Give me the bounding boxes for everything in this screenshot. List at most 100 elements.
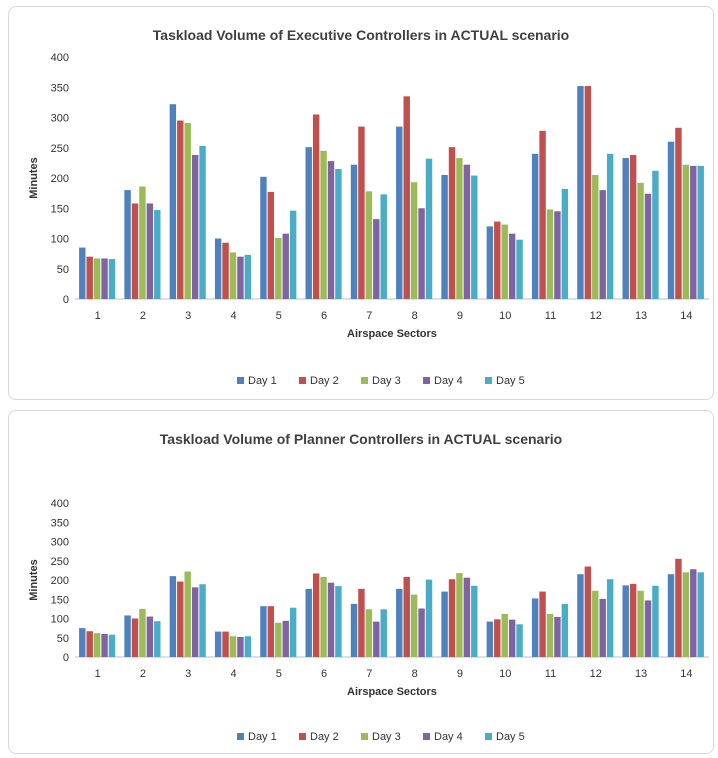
bar [108,259,116,299]
bar [418,608,425,657]
bar [425,158,433,299]
legend-label: Day 1 [248,375,277,387]
x-tick-label: 13 [635,310,647,322]
bar [327,582,335,657]
bar [214,631,222,657]
bar [222,242,229,299]
bar [275,237,282,299]
legend-label: Day 2 [310,375,339,387]
bar [199,145,206,299]
bar [289,210,297,299]
bar [592,590,599,657]
bar [471,585,478,657]
bar [86,256,93,299]
x-tick-label: 7 [366,668,372,680]
bar [184,122,191,299]
bar [494,221,501,299]
bar [531,598,539,657]
y-axis-title: Minutes [28,157,40,199]
legend-label: Day 4 [434,375,463,387]
y-tick-label: 350 [51,517,69,529]
y-tick-label: 400 [51,52,69,64]
x-tick-label: 6 [321,310,327,322]
bar [237,256,244,299]
bar [335,168,342,299]
y-tick-label: 100 [51,614,69,626]
x-tick-label: 13 [635,668,647,680]
bar [380,609,387,657]
legend-label: Day 3 [372,375,401,387]
x-tick-label: 1 [95,310,101,322]
bar [260,606,267,657]
bar [79,628,86,657]
bar [146,203,154,299]
bar [418,208,425,299]
bar [365,609,373,657]
bar [350,603,358,657]
x-tick-label: 7 [366,310,372,322]
bar [260,176,267,299]
bar [425,579,433,657]
bar [131,618,139,657]
bar [327,161,335,299]
bar [396,126,403,299]
bar [169,576,177,657]
bar [516,624,523,657]
bar [637,590,644,657]
bar [267,606,275,657]
bar [697,165,704,299]
bar [644,193,652,299]
y-tick-label: 400 [51,498,69,510]
bar [441,174,448,299]
bar [282,233,289,299]
legend-swatch [237,733,244,740]
y-tick-label: 250 [51,143,69,155]
bar [312,114,320,299]
bar [629,583,637,657]
bar [267,191,275,299]
bar [546,209,554,299]
planner-chart-panel: Taskload Volume of Planner Controllers i… [8,410,714,754]
legend-label: Day 4 [434,731,463,743]
y-tick-label: 50 [57,633,69,645]
bar [606,153,614,299]
x-tick-label: 2 [140,668,146,680]
bar [124,190,131,299]
bar [229,636,237,657]
bar [350,164,358,299]
executive-chart-panel: Taskload Volume of Executive Controllers… [8,6,714,400]
x-tick-label: 11 [545,668,556,680]
y-tick-label: 250 [51,556,69,568]
bar [486,226,494,299]
x-tick-label: 3 [185,668,191,680]
legend-label: Day 5 [496,731,525,743]
legend-swatch [299,733,306,740]
x-tick-label: 9 [457,668,463,680]
x-tick-label: 3 [185,310,191,322]
bar [305,588,312,657]
bar [177,120,184,300]
legend-swatch [485,733,492,740]
bar [508,233,516,299]
bar [531,153,539,299]
bar [169,104,177,299]
x-tick-label: 12 [590,310,602,322]
y-tick-label: 100 [51,234,69,246]
bar [191,155,199,299]
y-tick-label: 200 [51,575,69,587]
legend-label: Day 3 [372,731,401,743]
x-tick-label: 10 [499,310,511,322]
bar [486,621,494,657]
bar [501,613,508,657]
bar [229,252,237,299]
y-tick-label: 0 [63,294,69,306]
legend-swatch [299,377,306,384]
x-tick-label: 8 [412,310,418,322]
bar [282,620,289,657]
bar [403,576,410,657]
bar [622,585,629,657]
legend-swatch [485,377,492,384]
bar [403,96,410,299]
bar [191,587,199,657]
